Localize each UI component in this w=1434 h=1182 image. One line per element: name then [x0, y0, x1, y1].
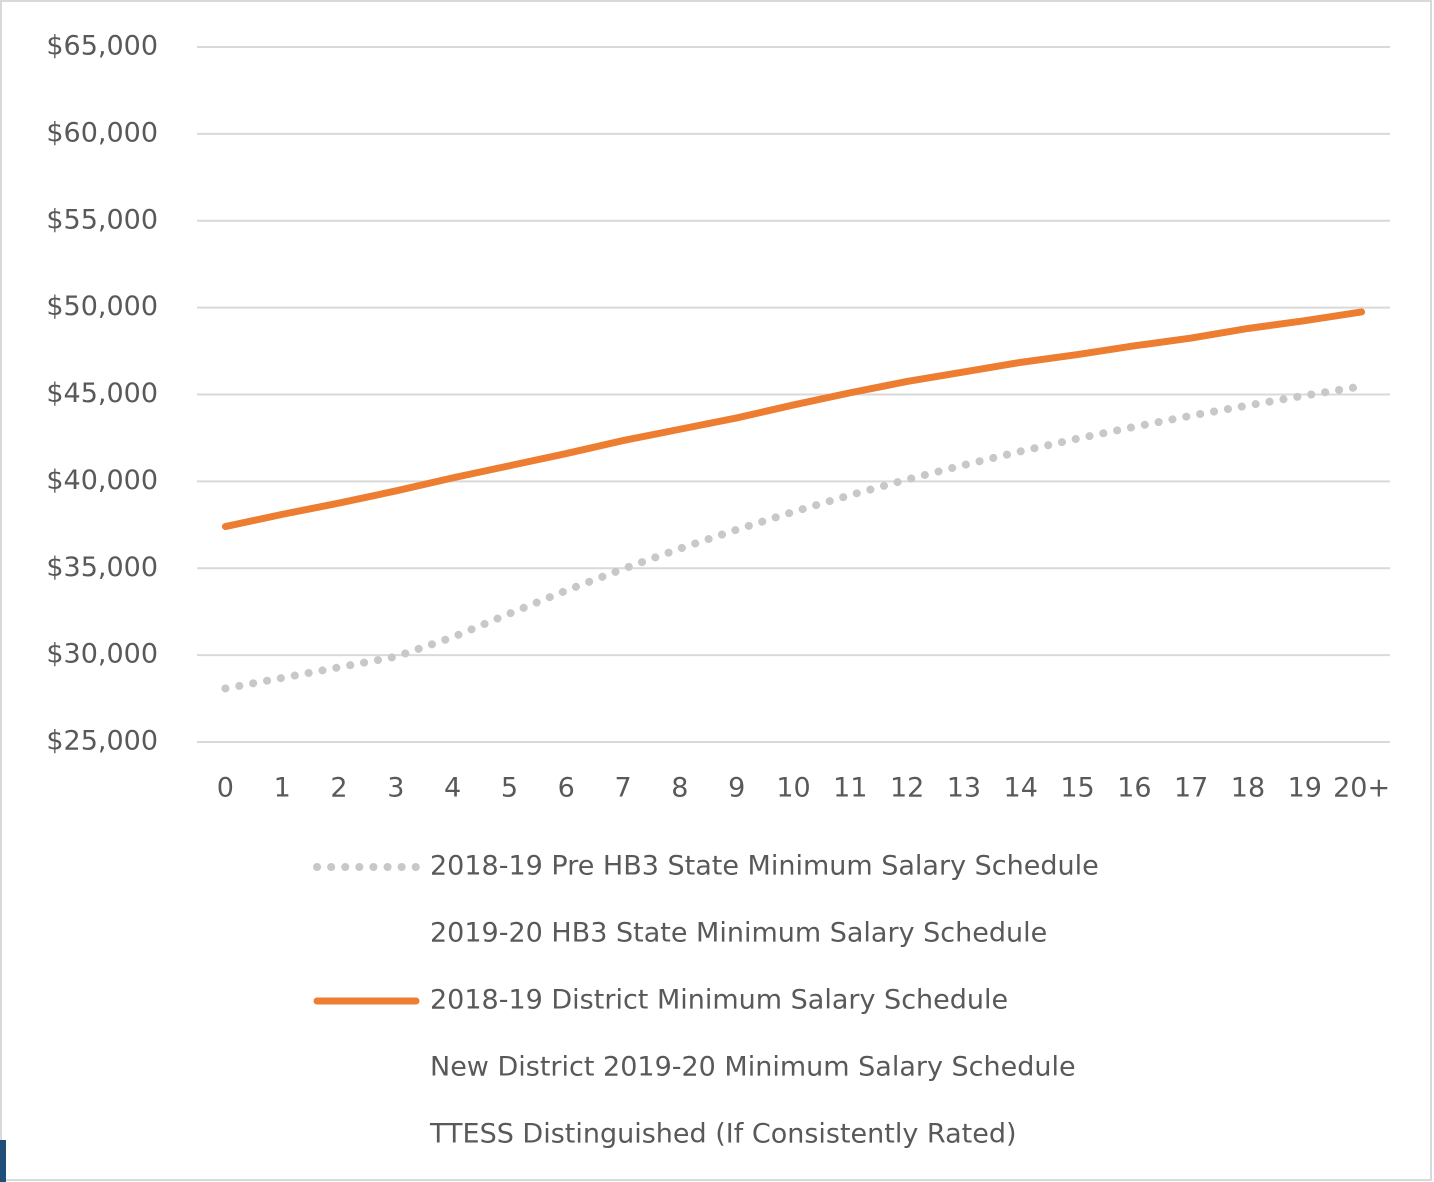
y-tick-label: $30,000 — [46, 639, 158, 670]
y-tick-label: $25,000 — [46, 726, 158, 757]
x-tick-label: 20+ — [1333, 773, 1390, 804]
y-tick-label: $45,000 — [46, 378, 158, 409]
legend-label: 2019-20 HB3 State Minimum Salary Schedul… — [430, 918, 1047, 949]
legend-label: 2018-19 District Minimum Salary Schedule — [430, 985, 1008, 1016]
y-tick-label: $55,000 — [46, 204, 158, 235]
x-tick-label: 12 — [890, 773, 924, 804]
x-tick-label: 14 — [1004, 773, 1038, 804]
series-line — [221, 382, 1366, 693]
y-tick-label: $40,000 — [46, 465, 158, 496]
x-tick-label: 7 — [614, 773, 631, 804]
x-tick-label: 2 — [330, 773, 347, 804]
x-tick-label: 1 — [274, 773, 291, 804]
y-tick-label: $35,000 — [46, 552, 158, 583]
x-tick-label: 6 — [558, 773, 575, 804]
y-tick-label: $60,000 — [46, 117, 158, 148]
x-tick-label: 17 — [1174, 773, 1208, 804]
x-tick-label: 8 — [671, 773, 688, 804]
edge-decoration — [0, 1140, 6, 1182]
x-tick-label: 13 — [947, 773, 981, 804]
legend-label: 2018-19 Pre HB3 State Minimum Salary Sch… — [430, 851, 1099, 882]
x-tick-label: 4 — [444, 773, 461, 804]
series-line — [221, 308, 1366, 531]
x-tick-label: 3 — [387, 773, 404, 804]
x-tick-label: 0 — [217, 773, 234, 804]
x-tick-label: 9 — [728, 773, 745, 804]
x-tick-label: 5 — [501, 773, 518, 804]
x-tick-label: 18 — [1231, 773, 1265, 804]
x-tick-label: 15 — [1060, 773, 1094, 804]
y-tick-label: $65,000 — [46, 31, 158, 62]
x-tick-label: 16 — [1117, 773, 1151, 804]
x-tick-label: 19 — [1288, 773, 1322, 804]
x-tick-label: 11 — [833, 773, 867, 804]
legend-label: TTESS Distinguished (If Consistently Rat… — [429, 1119, 1017, 1150]
y-tick-label: $50,000 — [46, 291, 158, 322]
legend-label: New District 2019-20 Minimum Salary Sche… — [430, 1052, 1076, 1083]
x-tick-label: 10 — [776, 773, 810, 804]
